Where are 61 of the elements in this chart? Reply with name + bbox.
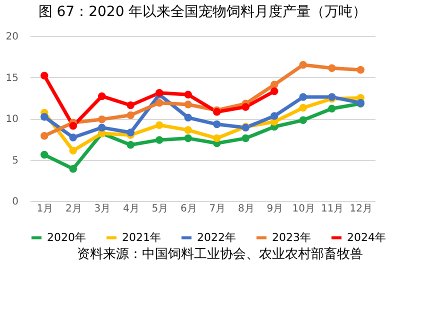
point [328,104,336,112]
x-tick-label: 10月 [292,204,315,214]
x-tick-label: 6月 [180,204,197,214]
x-tick-label: 9月 [266,204,284,214]
x-tick-label: 5月 [152,204,168,214]
point [156,98,164,107]
x-tick-label: 4月 [122,204,140,214]
y-tick-label: 5 [12,155,18,166]
point [184,126,192,134]
point [40,112,48,121]
point [69,122,77,130]
point [98,124,106,132]
point [184,114,192,122]
point [40,132,48,140]
point [69,134,77,142]
x-tick-label: 1月 [36,204,54,214]
point [126,111,134,120]
point [98,115,106,124]
point [299,104,307,112]
y-tick-label: 0 [12,196,18,208]
x-tick-label: 12月 [350,204,372,214]
point [242,134,250,142]
point [270,87,278,96]
y-tick-label: 20 [6,32,18,42]
legend-label: 2020年 [47,230,86,244]
x-tick-label: 3月 [94,204,111,214]
x-tick-label: 7月 [209,204,226,214]
point [299,93,307,101]
legend-label: 2022年 [197,230,236,244]
point [356,66,364,74]
point [242,103,250,111]
point [270,112,278,120]
legend-label: 2021年 [122,230,161,244]
point [40,150,48,159]
point [299,61,307,69]
legend-label: 2024年 [347,230,386,244]
x-tick-label: 11月 [321,204,344,214]
point [156,136,164,144]
point [213,134,221,142]
point [40,72,48,80]
point [156,121,164,129]
x-tick-label: 2月 [65,204,82,214]
point [184,134,192,142]
legend-label: 2023年 [272,230,311,244]
point [299,116,307,124]
point [270,80,278,89]
point [126,128,134,136]
x-tick-label: 8月 [238,204,254,214]
text: 资料来源：中国饲料工业协会、农业农村部畜牧兽 [77,246,363,262]
point [126,141,134,149]
point [126,101,134,110]
point [98,92,106,100]
point [213,120,221,128]
point [328,64,336,72]
chart-title: 图 67：2020 年以来全国宠物饲料月度产量（万吨） [38,4,367,20]
point [69,146,77,155]
point [184,90,192,98]
y-tick-label: 15 [6,72,18,84]
y-tick-label: 10 [6,114,18,125]
point [69,164,77,173]
point [184,100,192,108]
